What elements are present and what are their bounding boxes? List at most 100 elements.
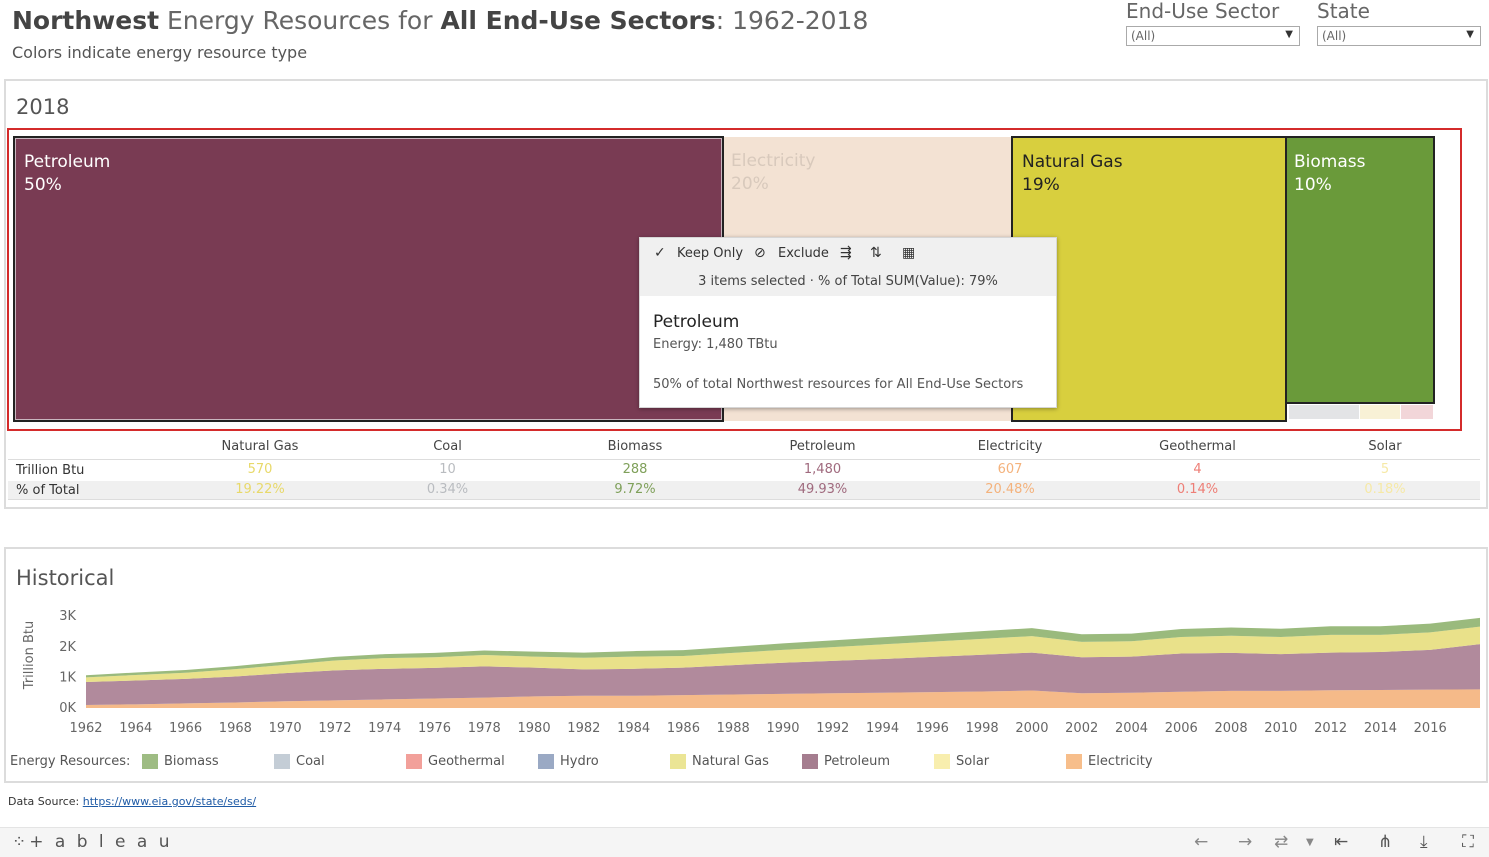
tableau-wordmark: + a b l e a u bbox=[29, 832, 173, 852]
table-cell-pct: 0.34% bbox=[426, 482, 469, 497]
treemap-panel-title: 2018 bbox=[16, 95, 70, 119]
table-cell-pct: 0.14% bbox=[1176, 482, 1219, 497]
tile-percent: 50% bbox=[24, 175, 62, 195]
download-icon[interactable]: ⤓ bbox=[1420, 832, 1428, 852]
column-header: Natural Gas bbox=[221, 439, 299, 454]
table-divider bbox=[8, 459, 1480, 460]
treemap-tile-petroleum[interactable]: Petroleum 50% bbox=[13, 136, 724, 422]
keep-only-button[interactable]: Keep Only bbox=[677, 246, 744, 261]
legend-swatch bbox=[406, 754, 422, 769]
tooltip-footer: 50% of total Northwest resources for All… bbox=[653, 377, 1024, 392]
summary-table: Trillion Btu % of Total Natural Gas 570 19… bbox=[8, 437, 1480, 501]
title-years: : 1962-2018 bbox=[715, 6, 869, 35]
legend-swatch bbox=[274, 754, 290, 769]
title-middle: Energy Resources for bbox=[159, 6, 441, 35]
table-cell-btu: 288 bbox=[622, 462, 648, 477]
chevron-down-icon: ▼ bbox=[1466, 29, 1474, 40]
legend-label: Biomass bbox=[164, 754, 219, 769]
legend-label: Geothermal bbox=[428, 754, 505, 769]
column-header: Petroleum bbox=[789, 439, 856, 454]
row-label-pct: % of Total bbox=[16, 483, 80, 498]
legend-swatch bbox=[934, 754, 950, 769]
historical-panel-title: Historical bbox=[16, 566, 115, 590]
table-cell-pct: 0.18% bbox=[1364, 482, 1406, 497]
data-source-label: Data Source: bbox=[8, 795, 83, 808]
tile-label: Electricity bbox=[731, 151, 816, 171]
treemap-tile-biomass[interactable]: Biomass 10% bbox=[1285, 136, 1435, 404]
tile-label: Natural Gas bbox=[1022, 152, 1123, 172]
share-icon[interactable]: ⋔ bbox=[1378, 832, 1393, 852]
column-header: Electricity bbox=[977, 439, 1043, 454]
exclude-icon[interactable]: ⊘ bbox=[754, 245, 766, 261]
undo-icon[interactable]: ← bbox=[1194, 832, 1209, 852]
data-source: Data Source: https://www.eia.gov/state/s… bbox=[8, 795, 256, 808]
legend-swatch bbox=[142, 754, 158, 769]
revert-menu-icon[interactable]: ▼ bbox=[1306, 837, 1314, 848]
tile-percent: 10% bbox=[1294, 175, 1332, 195]
tile-label: Biomass bbox=[1294, 152, 1366, 172]
tile-percent: 19% bbox=[1022, 175, 1060, 195]
table-cell-btu: 570 bbox=[247, 462, 273, 477]
legend-title: Energy Resources: bbox=[10, 754, 131, 769]
table-cell-pct: 20.48% bbox=[985, 482, 1035, 497]
redo-icon[interactable]: → bbox=[1238, 832, 1253, 852]
legend-swatch bbox=[670, 754, 686, 769]
treemap-selection-outline bbox=[7, 128, 1462, 431]
state-value: (All) bbox=[1322, 29, 1347, 43]
tooltip-energy: Energy: 1,480 TBtu bbox=[653, 337, 778, 352]
legend-swatch bbox=[538, 754, 554, 769]
column-header: Solar bbox=[1368, 439, 1402, 454]
legend-label: Hydro bbox=[560, 754, 599, 769]
column-header: Biomass bbox=[607, 439, 663, 454]
legend-label: Electricity bbox=[1088, 754, 1153, 769]
row-label-btu: Trillion Btu bbox=[16, 463, 85, 478]
legend-label: Natural Gas bbox=[692, 754, 769, 769]
data-source-link[interactable]: https://www.eia.gov/state/seds/ bbox=[82, 795, 257, 808]
treemap-tile-geothermal[interactable] bbox=[1401, 405, 1433, 419]
page-subtitle: Colors indicate energy resource type bbox=[12, 43, 308, 62]
treemap-tile-solar[interactable] bbox=[1360, 405, 1400, 419]
tooltip-toolbar: ✓ Keep Only ⊘ Exclude ⇶ ⇅ ▦ 3 items sele… bbox=[640, 238, 1056, 296]
check-icon[interactable]: ✓ bbox=[654, 245, 666, 261]
legend-label: Coal bbox=[296, 754, 325, 769]
tooltip: ✓ Keep Only ⊘ Exclude ⇶ ⇅ ▦ 3 items sele… bbox=[639, 237, 1057, 408]
end-use-sector-filter: End-Use Sector (All) ▼ bbox=[1126, 0, 1300, 46]
footer-toolbar: ⁘+ a b l e a u ← → ⇄ ▼ ⇤ ⋔ ⤓ ⛶ bbox=[0, 827, 1489, 857]
state-dropdown[interactable]: (All) ▼ bbox=[1317, 26, 1481, 46]
tile-label: Petroleum bbox=[24, 152, 111, 172]
table-cell-pct: 9.72% bbox=[614, 482, 656, 497]
exclude-button[interactable]: Exclude bbox=[778, 246, 829, 261]
legend: Energy Resources: Biomass Coal Geothermal H… bbox=[10, 752, 1210, 772]
legend-swatch bbox=[1066, 754, 1082, 769]
selection-summary: 3 items selected · % of Total SUM(Value)… bbox=[698, 274, 998, 289]
column-header: Geothermal bbox=[1159, 439, 1236, 454]
table-cell-btu: 4 bbox=[1193, 462, 1202, 477]
tableau-logo[interactable]: ⁘+ a b l e a u bbox=[12, 832, 173, 852]
column-header: Coal bbox=[433, 439, 462, 454]
title-region: Northwest bbox=[12, 6, 160, 35]
revert-icon[interactable]: ⇄ bbox=[1274, 832, 1289, 852]
tile-percent: 20% bbox=[731, 174, 769, 194]
end-use-sector-value: (All) bbox=[1131, 29, 1156, 43]
table-cell-btu: 1,480 bbox=[803, 462, 842, 477]
treemap-tile-coal[interactable] bbox=[1289, 405, 1359, 419]
page-title: Northwest Energy Resources for All End-U… bbox=[12, 6, 868, 35]
state-label: State bbox=[1317, 0, 1370, 23]
legend-label: Solar bbox=[956, 754, 990, 769]
chevron-down-icon: ▼ bbox=[1285, 29, 1293, 40]
fullscreen-icon[interactable]: ⛶ bbox=[1462, 832, 1474, 852]
group-members-icon[interactable]: ⇶ bbox=[840, 245, 852, 261]
table-cell-btu: 10 bbox=[439, 462, 456, 477]
view-data-icon[interactable]: ▦ bbox=[902, 245, 916, 261]
table-cell-pct: 19.22% bbox=[235, 482, 285, 497]
table-cell-pct: 49.93% bbox=[797, 482, 848, 497]
end-use-sector-dropdown[interactable]: (All) ▼ bbox=[1126, 26, 1300, 46]
table-row-stripe bbox=[8, 481, 1480, 499]
sort-icon[interactable]: ⇅ bbox=[870, 245, 882, 261]
state-filter: State (All) ▼ bbox=[1317, 0, 1481, 46]
table-divider bbox=[8, 499, 1480, 500]
historical-panel bbox=[4, 547, 1488, 783]
table-cell-btu: 5 bbox=[1380, 462, 1390, 477]
revert-all-icon[interactable]: ⇤ bbox=[1334, 832, 1349, 852]
